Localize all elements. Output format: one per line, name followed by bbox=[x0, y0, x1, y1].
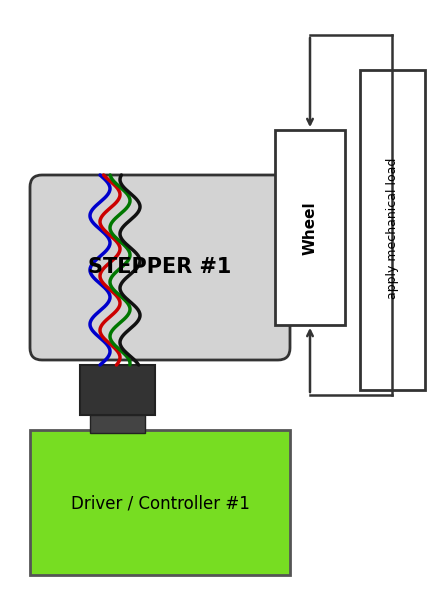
Text: apply mechanical load: apply mechanical load bbox=[386, 157, 398, 299]
Bar bbox=[289, 247, 309, 275]
Text: STEPPER #1: STEPPER #1 bbox=[88, 257, 231, 277]
Bar bbox=[274, 130, 344, 325]
Bar bbox=[359, 70, 424, 390]
Bar bbox=[80, 365, 155, 415]
Text: Driver / Controller #1: Driver / Controller #1 bbox=[70, 494, 249, 512]
FancyBboxPatch shape bbox=[30, 175, 289, 360]
Bar bbox=[90, 415, 145, 433]
Bar bbox=[30, 430, 289, 575]
Text: Wheel: Wheel bbox=[302, 201, 317, 255]
